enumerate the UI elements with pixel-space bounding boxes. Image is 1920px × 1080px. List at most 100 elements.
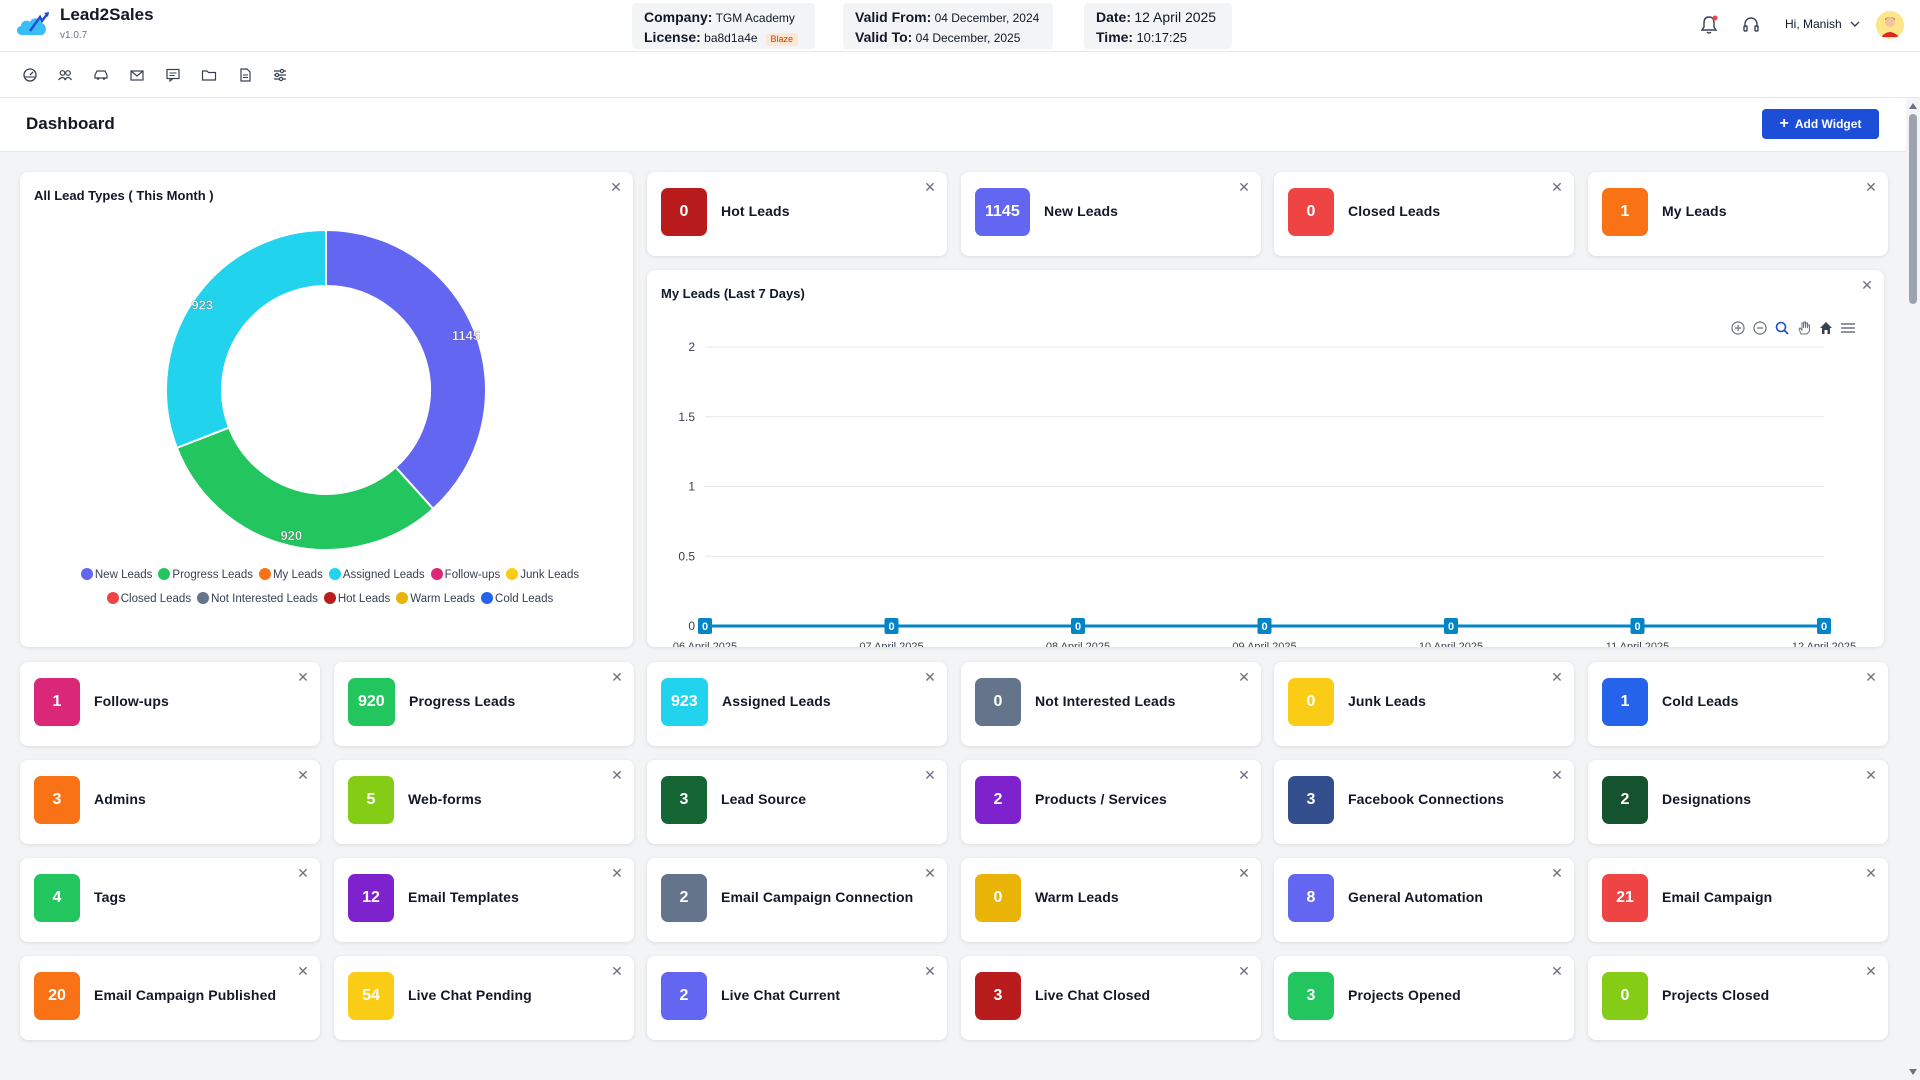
stat-card-products-services[interactable]: 2 Products / Services ✕ [961, 760, 1261, 844]
stat-card-assigned-leads[interactable]: 923 Assigned Leads ✕ [647, 662, 947, 746]
close-icon[interactable]: ✕ [1865, 767, 1877, 783]
stat-card-email-campaign[interactable]: 21 Email Campaign ✕ [1588, 858, 1888, 942]
stat-card-hot-leads[interactable]: 0 Hot Leads ✕ [647, 172, 947, 256]
stat-card-junk-leads[interactable]: 0 Junk Leads ✕ [1274, 662, 1574, 746]
close-icon[interactable]: ✕ [1865, 865, 1877, 881]
donut-slice-assigned-leads[interactable] [165, 228, 327, 450]
stat-card-progress-leads[interactable]: 920 Progress Leads ✕ [334, 662, 634, 746]
stat-card-admins[interactable]: 3 Admins ✕ [20, 760, 320, 844]
legend-item-warm-leads[interactable]: Warm Leads [396, 587, 475, 611]
data-point[interactable] [1630, 618, 1645, 634]
close-icon[interactable]: ✕ [1238, 865, 1250, 881]
stat-card-projects-opened[interactable]: 3 Projects Opened ✕ [1274, 956, 1574, 1040]
stat-card-not-interested-leads[interactable]: 0 Not Interested Leads ✕ [961, 662, 1261, 746]
legend-item-cold-leads[interactable]: Cold Leads [481, 587, 553, 611]
message-icon[interactable] [165, 67, 181, 83]
close-icon[interactable]: ✕ [611, 865, 623, 881]
close-icon[interactable]: ✕ [1238, 963, 1250, 979]
legend-item-hot-leads[interactable]: Hot Leads [323, 587, 390, 611]
avatar[interactable] [1876, 11, 1904, 39]
zoom-select-icon[interactable] [1774, 320, 1790, 336]
close-icon[interactable]: ✕ [611, 669, 623, 685]
legend-item-my-leads[interactable]: My Leads [258, 563, 323, 587]
data-point[interactable] [1817, 618, 1831, 634]
close-icon[interactable]: ✕ [924, 669, 936, 685]
car-icon[interactable] [93, 67, 109, 83]
users-icon[interactable] [57, 67, 73, 83]
stat-card-cold-leads[interactable]: 1 Cold Leads ✕ [1588, 662, 1888, 746]
close-icon[interactable]: ✕ [924, 963, 936, 979]
data-point[interactable] [884, 618, 899, 634]
legend-item-assigned-leads[interactable]: Assigned Leads [328, 563, 425, 587]
stat-card-facebook-connections[interactable]: 3 Facebook Connections ✕ [1274, 760, 1574, 844]
legend-item-new-leads[interactable]: New Leads [80, 563, 152, 587]
stat-card-tags[interactable]: 4 Tags ✕ [20, 858, 320, 942]
stat-card-projects-closed[interactable]: 0 Projects Closed ✕ [1588, 956, 1888, 1040]
stat-card-lead-source[interactable]: 3 Lead Source ✕ [647, 760, 947, 844]
close-icon[interactable]: ✕ [297, 963, 309, 979]
dashboard-icon[interactable] [22, 67, 38, 83]
data-point[interactable] [1071, 618, 1085, 634]
data-point[interactable] [1444, 618, 1458, 634]
settings-sliders-icon[interactable] [272, 67, 288, 83]
stat-card-general-automation[interactable]: 8 General Automation ✕ [1274, 858, 1574, 942]
pan-hand-icon[interactable] [1796, 320, 1812, 336]
close-icon[interactable]: ✕ [297, 669, 309, 685]
legend-item-closed-leads[interactable]: Closed Leads [106, 587, 191, 611]
close-icon[interactable]: ✕ [1865, 179, 1877, 195]
close-icon[interactable]: ✕ [1238, 669, 1250, 685]
close-icon[interactable]: ✕ [1238, 179, 1250, 195]
home-reset-icon[interactable] [1818, 320, 1834, 336]
stat-card-email-campaign-connection[interactable]: 2 Email Campaign Connection ✕ [647, 858, 947, 942]
donut-slice-progress-leads[interactable] [175, 426, 435, 551]
menu-icon[interactable] [1840, 320, 1856, 336]
scroll-thumb[interactable] [1909, 114, 1917, 304]
legend-item-follow-ups[interactable]: Follow-ups [430, 563, 500, 587]
stat-card-live-chat-current[interactable]: 2 Live Chat Current ✕ [647, 956, 947, 1040]
brand[interactable]: Lead2Sales v1.0.7 [14, 6, 154, 41]
stat-card-live-chat-pending[interactable]: 54 Live Chat Pending ✕ [334, 956, 634, 1040]
scroll-up-arrow[interactable] [1909, 103, 1917, 109]
close-icon[interactable]: ✕ [924, 179, 936, 195]
headset-icon[interactable] [1740, 14, 1762, 36]
document-icon[interactable] [237, 67, 253, 83]
stat-card-email-templates[interactable]: 12 Email Templates ✕ [334, 858, 634, 942]
close-icon[interactable]: ✕ [1551, 669, 1563, 685]
page-scrollbar[interactable] [1906, 98, 1920, 1080]
add-widget-button[interactable]: + Add Widget [1762, 109, 1879, 139]
close-icon[interactable]: ✕ [1861, 277, 1873, 293]
close-icon[interactable]: ✕ [1865, 669, 1877, 685]
data-point[interactable] [698, 618, 712, 634]
stat-card-web-forms[interactable]: 5 Web-forms ✕ [334, 760, 634, 844]
legend-item-junk-leads[interactable]: Junk Leads [506, 563, 579, 587]
zoom-out-icon[interactable] [1752, 320, 1768, 336]
legend-item-progress-leads[interactable]: Progress Leads [158, 563, 253, 587]
close-icon[interactable]: ✕ [1551, 767, 1563, 783]
donut-slice-new-leads[interactable] [325, 228, 487, 511]
data-point[interactable] [1257, 618, 1272, 634]
legend-item-not-interested-leads[interactable]: Not Interested Leads [197, 587, 318, 611]
close-icon[interactable]: ✕ [1551, 865, 1563, 881]
close-icon[interactable]: ✕ [611, 767, 623, 783]
scroll-down-arrow[interactable] [1909, 1069, 1917, 1075]
user-menu[interactable]: Hi, Manish [1785, 17, 1861, 31]
close-icon[interactable]: ✕ [1865, 963, 1877, 979]
stat-card-new-leads[interactable]: 1145 New Leads ✕ [961, 172, 1261, 256]
close-icon[interactable]: ✕ [1238, 767, 1250, 783]
folder-icon[interactable] [201, 67, 217, 83]
close-icon[interactable]: ✕ [1551, 179, 1563, 195]
close-icon[interactable]: ✕ [611, 963, 623, 979]
close-icon[interactable]: ✕ [924, 865, 936, 881]
close-icon[interactable]: ✕ [297, 865, 309, 881]
close-icon[interactable]: ✕ [1551, 963, 1563, 979]
stat-card-live-chat-closed[interactable]: 3 Live Chat Closed ✕ [961, 956, 1261, 1040]
close-icon[interactable]: ✕ [924, 767, 936, 783]
stat-card-email-campaign-published[interactable]: 20 Email Campaign Published ✕ [20, 956, 320, 1040]
stat-card-designations[interactable]: 2 Designations ✕ [1588, 760, 1888, 844]
zoom-in-icon[interactable] [1730, 320, 1746, 336]
stat-card-my-leads[interactable]: 1 My Leads ✕ [1588, 172, 1888, 256]
mail-icon[interactable] [129, 67, 145, 83]
close-icon[interactable]: ✕ [610, 179, 622, 195]
stat-card-closed-leads[interactable]: 0 Closed Leads ✕ [1274, 172, 1574, 256]
stat-card-warm-leads[interactable]: 0 Warm Leads ✕ [961, 858, 1261, 942]
